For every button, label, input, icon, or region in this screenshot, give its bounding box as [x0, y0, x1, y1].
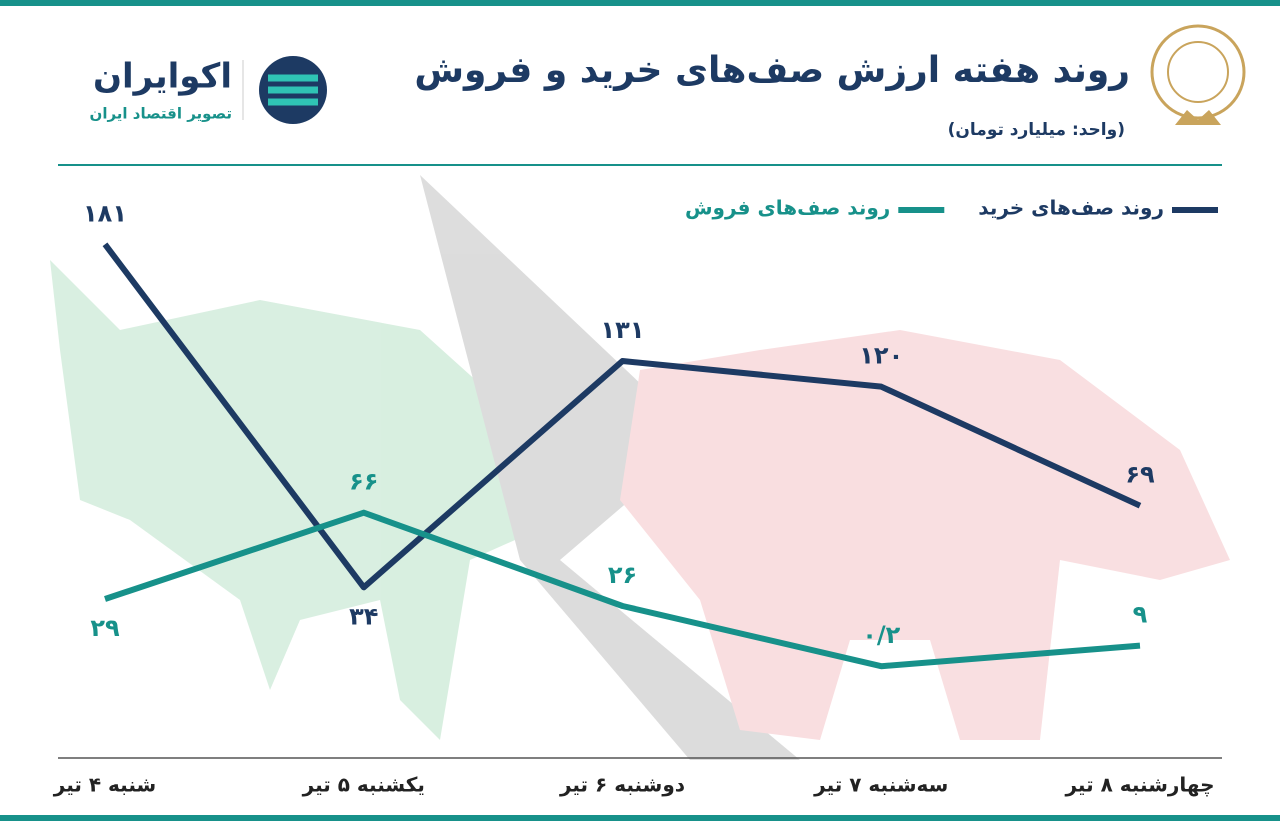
series-line: [104, 509, 1141, 670]
x-tick-label: چهارشنبه ۸ تیر: [1064, 773, 1214, 798]
logo-right: [1150, 24, 1246, 125]
data-label: ۱۲۰: [859, 342, 903, 370]
data-label: ۱۸۱: [83, 199, 127, 227]
data-label: ۶۶: [349, 468, 378, 496]
brand: اکوایران: [93, 57, 232, 97]
background-art: [50, 175, 1230, 760]
chart-subtitle: (واحد: میلیارد تومان): [948, 120, 1125, 140]
logo-left: [242, 56, 327, 124]
data-label: ۲۶: [608, 561, 637, 589]
x-tick-label: شنبه ۴ تیر: [53, 773, 156, 797]
data-label: ۶۹: [1125, 461, 1155, 489]
x-tick-label: یکشنبه ۵ تیر: [302, 773, 425, 797]
top-border: [0, 0, 1280, 6]
legend-label: روند صف‌های فروش: [685, 196, 890, 220]
chart-title: روند هفته ارزش صف‌های خرید و فروش: [414, 50, 1130, 91]
data-label: ۰/۲: [862, 621, 900, 649]
data-label: ۹: [1133, 601, 1148, 629]
bottom-border: [0, 815, 1280, 821]
x-tick-label: دوشنبه ۶ تیر: [559, 773, 685, 797]
data-label: ۲۹: [90, 614, 120, 642]
series-line: [102, 242, 1142, 591]
data-label: ۱۳۱: [601, 316, 645, 344]
x-tick-label: سه‌شنبه ۷ تیر: [813, 773, 948, 797]
legend-label: روند صف‌های خرید: [978, 196, 1164, 220]
brand-tagline: تصویر اقتصاد ایران: [90, 105, 232, 123]
data-label: ۳۴: [349, 602, 378, 630]
